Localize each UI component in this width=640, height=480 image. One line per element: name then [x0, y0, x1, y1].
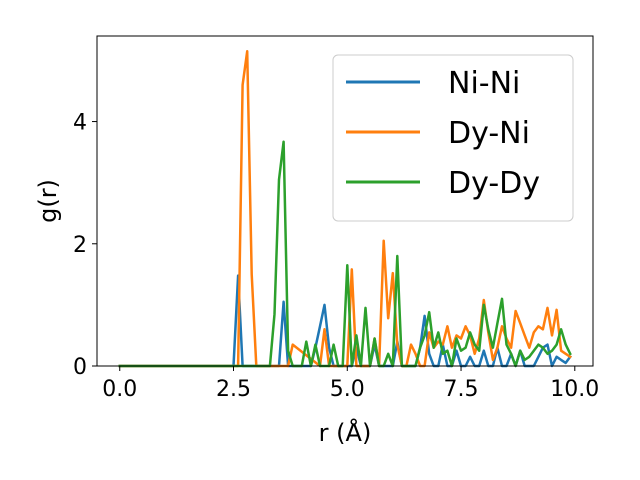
x-axis-label: r (Å)	[319, 418, 372, 447]
legend-label: Ni-Ni	[448, 66, 520, 101]
plot-frame	[96, 35, 594, 367]
y-tick-label: 4	[73, 111, 87, 136]
x-tick-label: 5.0	[330, 377, 365, 402]
x-tick-label: 10.0	[550, 377, 599, 402]
x-tick-label: 7.5	[444, 377, 479, 402]
legend-label: Dy-Ni	[448, 116, 530, 151]
legend-label: Dy-Dy	[448, 166, 540, 201]
axis-ticks: 0.0 2.5 5.0 7.5 10.0 0 2 4	[73, 111, 599, 402]
legend: Ni-Ni Dy-Ni Dy-Dy	[332, 54, 574, 222]
legend-box	[332, 54, 574, 222]
x-tick-label: 0.0	[102, 377, 137, 402]
y-tick-label: 2	[73, 233, 87, 258]
y-tick-label: 0	[73, 355, 87, 380]
y-axis-label: g(r)	[34, 179, 62, 223]
x-tick-label: 2.5	[216, 377, 251, 402]
series-line-dy-ni	[118, 50, 572, 368]
